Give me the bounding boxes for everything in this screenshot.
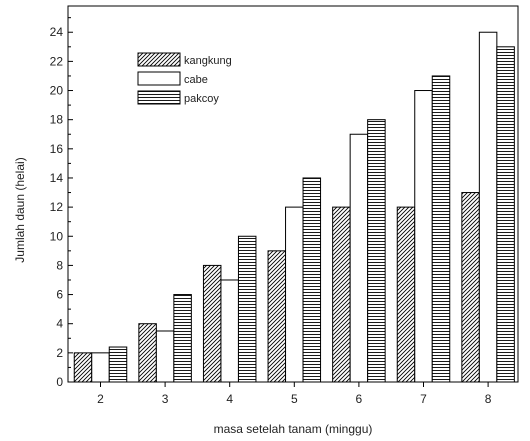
bar-cabe-6 [349, 133, 369, 383]
bar-kangkung-7 [396, 206, 416, 383]
bar-pakcoy-2 [108, 346, 128, 383]
x-tick-label: 2 [97, 392, 104, 406]
x-axis-title: masa setelah tanam (minggu) [214, 422, 373, 436]
y-tick-label: 8 [56, 258, 63, 272]
y-axis-title: Jumlah daun (helai) [13, 157, 27, 262]
x-tick-label: 8 [485, 392, 492, 406]
bar-pakcoy-3 [173, 294, 192, 383]
y-tick-label: 22 [50, 54, 64, 68]
bar-kangkung-3 [138, 323, 157, 383]
legend-label: pakcoy [184, 93, 219, 105]
x-tick-label: 5 [291, 392, 298, 406]
bar-kangkung-5 [267, 250, 287, 383]
legend-swatch-pakcoy [137, 90, 181, 105]
y-tick-label: 12 [50, 200, 64, 214]
x-tick-label: 4 [226, 392, 233, 406]
bar-cabe-8 [478, 31, 498, 383]
bar-pakcoy-5 [302, 177, 322, 383]
bar-kangkung-4 [202, 264, 222, 383]
x-tick-label: 3 [162, 392, 169, 406]
legend-swatch-kangkung [137, 52, 181, 67]
legend-label: kangkung [184, 55, 232, 67]
bar-pakcoy-7 [431, 75, 451, 383]
y-tick-label: 14 [50, 171, 64, 185]
bars-layer [73, 31, 515, 383]
x-tick-label: 6 [356, 392, 363, 406]
bar-cabe-3 [155, 330, 175, 383]
bar-cabe-7 [414, 90, 433, 383]
bar-cabe-2 [91, 352, 110, 383]
y-tick-label: 20 [50, 84, 64, 98]
bar-kangkung-8 [461, 192, 480, 383]
y-tick-label: 4 [56, 317, 63, 331]
bar-kangkung-6 [332, 206, 351, 383]
legend: kangkung cabe pakcoy [137, 52, 232, 105]
x-axis: 2 3 4 5 6 7 8 [97, 382, 492, 406]
x-tick-label: 7 [420, 392, 427, 406]
bar-cabe-5 [285, 206, 304, 383]
legend-label: cabe [184, 74, 208, 86]
bar-pakcoy-4 [237, 235, 257, 383]
bar-kangkung-2 [73, 352, 93, 383]
bar-pakcoy-6 [367, 119, 386, 383]
y-tick-label: 18 [50, 113, 64, 127]
y-tick-label: 16 [50, 142, 64, 156]
y-tick-label: 2 [56, 346, 63, 360]
bar-pakcoy-8 [496, 46, 515, 383]
y-tick-label: 10 [50, 229, 64, 243]
y-tick-label: 24 [50, 25, 64, 39]
legend-swatch-cabe [137, 71, 181, 86]
y-tick-label: 0 [56, 375, 63, 389]
bar-cabe-4 [220, 279, 239, 383]
plot-area-frame [67, 5, 519, 383]
y-tick-label: 6 [56, 288, 63, 302]
